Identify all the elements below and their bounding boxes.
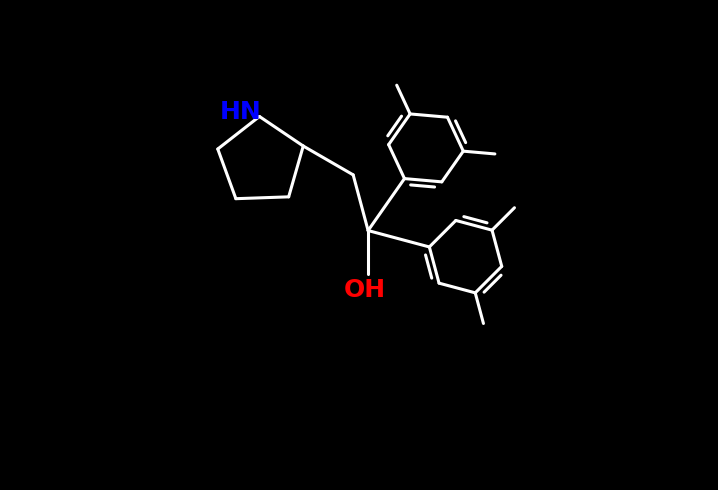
Text: OH: OH [344,278,386,302]
Text: HN: HN [220,100,262,124]
